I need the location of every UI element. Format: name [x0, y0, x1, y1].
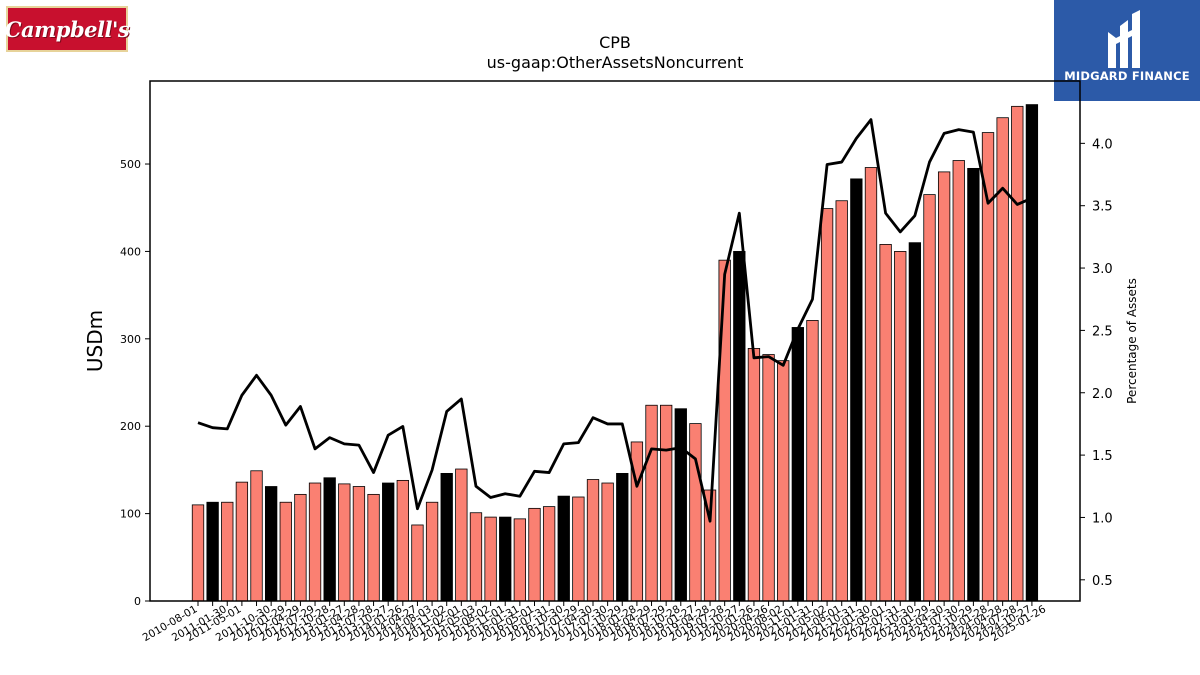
bar	[820, 208, 834, 602]
plot-frame	[149, 80, 1081, 602]
bar	[206, 501, 219, 602]
line-layer	[197, 118, 1033, 523]
bar	[923, 194, 936, 602]
bar	[616, 472, 629, 602]
y-tick-label: 100	[120, 508, 141, 521]
bar	[323, 477, 336, 602]
bar	[279, 501, 292, 602]
bar	[264, 486, 278, 602]
bar	[586, 479, 600, 602]
y2-tick-label: 3.0	[1092, 262, 1113, 277]
bar	[499, 516, 512, 602]
y-tick-label: 400	[120, 245, 141, 258]
bar	[396, 479, 409, 602]
bar	[967, 167, 980, 602]
campbells-logo-text: Campbell's	[4, 16, 130, 42]
bar	[777, 360, 790, 602]
bar	[937, 171, 951, 602]
bar	[791, 327, 804, 602]
bar	[250, 470, 263, 602]
y-tick-label: 200	[120, 420, 141, 433]
bar	[455, 468, 468, 602]
bar	[733, 251, 746, 602]
y-tick-label: 500	[120, 158, 141, 171]
bar	[1025, 104, 1039, 602]
bar	[850, 178, 863, 602]
bar	[352, 486, 366, 602]
bar	[894, 251, 907, 602]
midgard-logo-text: MIDGARD FINANCE	[1064, 69, 1190, 83]
bar	[484, 516, 497, 602]
bar	[572, 496, 585, 602]
y2-tick-label: 1.5	[1092, 449, 1113, 464]
y2-tick-label: 2.0	[1092, 387, 1113, 402]
y-tick-label: 0	[134, 595, 141, 608]
bar	[191, 504, 205, 602]
chart-title: CPB	[599, 33, 631, 52]
bar	[235, 481, 249, 602]
bar	[908, 242, 922, 602]
bar	[645, 404, 658, 602]
bar	[952, 160, 965, 602]
campbells-logo: Campbell's	[4, 6, 130, 52]
bar	[308, 482, 322, 602]
bar	[338, 483, 351, 602]
bar	[660, 404, 673, 602]
y2-tick-label: 4.0	[1092, 137, 1113, 152]
bar	[425, 501, 439, 602]
bar	[674, 408, 687, 602]
bar	[528, 507, 541, 602]
bar	[879, 244, 892, 602]
midgard-finance-logo: MIDGARD FINANCE	[1054, 0, 1200, 101]
bar	[294, 493, 307, 602]
y-tick-label: 300	[120, 333, 141, 346]
y2-tick-label: 3.5	[1092, 200, 1113, 215]
bars-layer	[191, 104, 1039, 602]
y2-tick-label: 2.5	[1092, 324, 1113, 339]
bar	[542, 506, 556, 602]
bar	[806, 320, 819, 602]
bar	[762, 354, 775, 602]
bar	[513, 518, 527, 602]
bar	[835, 200, 848, 602]
chart-subtitle: us-gaap:OtherAssetsNoncurrent	[487, 53, 744, 72]
bar	[747, 348, 761, 602]
bar	[382, 482, 395, 602]
bar	[411, 524, 424, 602]
bar	[1011, 105, 1024, 602]
bar	[864, 167, 878, 602]
y2-tick-label: 1.0	[1092, 511, 1113, 526]
bar	[367, 493, 380, 602]
bar	[221, 501, 234, 602]
midgard-mark-icon	[1108, 10, 1140, 68]
bar	[469, 512, 483, 602]
y-axis-label: USDm	[83, 310, 107, 372]
bar	[601, 482, 614, 602]
y2-tick-label: 0.5	[1092, 574, 1113, 589]
bar	[557, 495, 570, 602]
bar	[718, 259, 731, 602]
percentage-line	[197, 118, 1033, 523]
y2-axis-label: Percentage of Assets	[1125, 278, 1139, 404]
bar	[440, 472, 453, 602]
bar	[689, 423, 702, 602]
